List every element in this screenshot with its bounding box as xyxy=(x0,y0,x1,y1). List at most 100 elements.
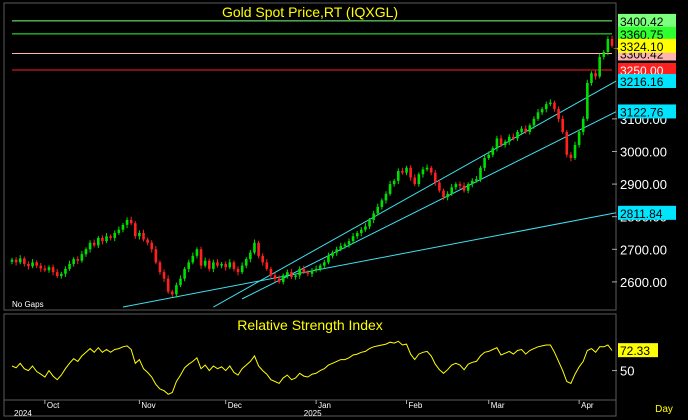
y-tick-label-3: 2900.00 xyxy=(620,177,667,192)
candle-body-142 xyxy=(594,73,597,77)
candle-body-108 xyxy=(454,184,458,188)
candle-body-133 xyxy=(557,109,560,119)
candle-body-27 xyxy=(121,224,125,230)
candle-body-73 xyxy=(310,270,314,274)
candle-body-119 xyxy=(499,138,503,145)
candle-body-123 xyxy=(516,131,519,139)
candle-body-18 xyxy=(84,249,88,255)
candle-body-99 xyxy=(417,174,421,185)
candle-body-106 xyxy=(446,193,449,198)
candle-body-80 xyxy=(339,246,343,250)
trendline-tag-2: 2811.84 xyxy=(620,207,663,221)
candle-body-63 xyxy=(269,268,273,276)
candle-body-34 xyxy=(150,242,154,250)
price-chart-title: Gold Spot Price,RT (IQXGL) xyxy=(222,4,398,20)
candle-body-140 xyxy=(586,83,589,119)
candle-body-109 xyxy=(458,184,462,186)
rsi-pane xyxy=(3,313,617,401)
current-price-arrow-icon: → xyxy=(612,43,620,52)
candle-body-58 xyxy=(249,252,252,260)
candle-body-48 xyxy=(207,260,211,269)
month-label-6: Apr xyxy=(581,401,594,410)
rsi-chart-title: Relative Strength Index xyxy=(237,317,383,333)
level-tag-1-bg xyxy=(618,26,676,41)
candle-body-121 xyxy=(507,136,511,142)
candle-body-29 xyxy=(129,219,133,224)
candle-body-2 xyxy=(18,258,22,263)
candle-body-94 xyxy=(397,171,400,181)
candle-body-79 xyxy=(335,249,338,253)
candle-body-118 xyxy=(495,138,499,149)
rsi-series: 50 72.33 xyxy=(11,340,658,395)
candle-body-127 xyxy=(532,118,536,126)
candles xyxy=(10,35,614,298)
candle-body-42 xyxy=(183,268,186,279)
month-label-5: Mar xyxy=(491,401,505,410)
candle-body-126 xyxy=(528,125,532,132)
candle-body-61 xyxy=(261,255,264,263)
candle-body-30 xyxy=(133,223,137,237)
candle-body-60 xyxy=(257,242,260,256)
candle-body-66 xyxy=(281,275,285,282)
candle-body-90 xyxy=(380,200,384,207)
candle-body-40 xyxy=(175,285,178,295)
candle-body-57 xyxy=(244,259,248,266)
candle-body-82 xyxy=(347,241,351,245)
candle-body-43 xyxy=(187,262,191,269)
candle-body-103 xyxy=(433,172,437,183)
candle-body-144 xyxy=(602,52,606,57)
candle-body-78 xyxy=(331,252,334,256)
candle-body-6 xyxy=(35,262,38,266)
candle-body-14 xyxy=(68,263,71,269)
candle-body-22 xyxy=(101,237,104,242)
candle-body-102 xyxy=(429,167,433,173)
candle-body-130 xyxy=(544,104,548,110)
candle-body-50 xyxy=(216,262,219,266)
candle-body-15 xyxy=(72,259,75,264)
x-unit-label: Day xyxy=(655,404,673,415)
candle-body-19 xyxy=(88,242,92,250)
candle-body-98 xyxy=(413,177,417,185)
candle-body-115 xyxy=(483,158,486,168)
candle-body-5 xyxy=(31,262,34,267)
candle-body-47 xyxy=(203,260,207,266)
candle-body-71 xyxy=(302,268,306,273)
candle-body-124 xyxy=(520,128,523,132)
current-price-tag-bg xyxy=(618,38,676,53)
candle-body-39 xyxy=(170,291,174,295)
candle-body-13 xyxy=(64,268,67,274)
candle-body-91 xyxy=(384,193,388,201)
candle-body-10 xyxy=(51,267,55,273)
candle-body-141 xyxy=(590,73,593,83)
candle-body-35 xyxy=(154,249,158,263)
candle-body-38 xyxy=(166,278,170,292)
candle-body-37 xyxy=(162,272,166,279)
candle-body-3 xyxy=(23,258,26,264)
candle-body-93 xyxy=(392,180,396,185)
candle-body-85 xyxy=(360,229,363,233)
candle-body-114 xyxy=(479,167,482,180)
candle-body-41 xyxy=(179,278,182,286)
year-label-1: 2025 xyxy=(304,409,322,418)
level-tag-0: 3400.42 xyxy=(620,15,664,29)
level-tag-1: 3360.75 xyxy=(620,28,664,42)
rsi-tick-label: 50 xyxy=(620,364,634,379)
candle-body-81 xyxy=(343,244,347,247)
candle-body-17 xyxy=(80,254,84,261)
candle-body-72 xyxy=(306,272,310,274)
candle-body-49 xyxy=(212,262,215,269)
y-tick-label-0: 2600.00 xyxy=(620,275,667,290)
month-label-1: Nov xyxy=(141,401,155,410)
candle-body-84 xyxy=(355,233,359,237)
candle-body-36 xyxy=(158,262,162,273)
candle-body-122 xyxy=(512,136,515,139)
candle-body-23 xyxy=(105,236,108,242)
candle-body-117 xyxy=(491,148,495,155)
candle-body-100 xyxy=(421,169,425,175)
current-price-tag: 3324.10 xyxy=(620,40,664,54)
candle-body-52 xyxy=(224,263,227,268)
candle-body-55 xyxy=(236,268,240,273)
candle-body-95 xyxy=(401,171,404,173)
